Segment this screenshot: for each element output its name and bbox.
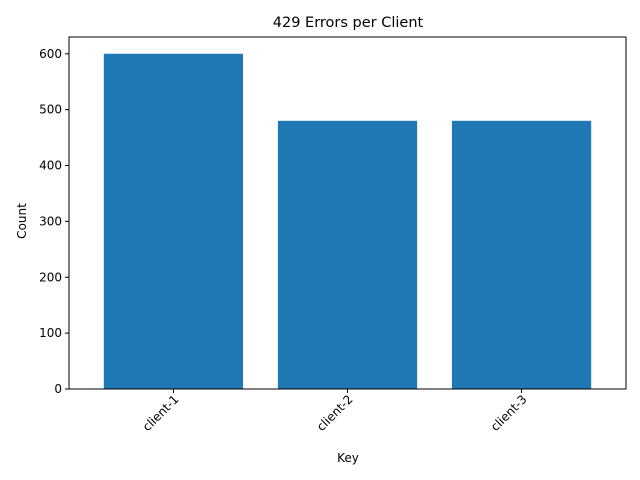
x-axis-ticks: client-1 client-2 client-3 [140, 389, 530, 434]
y-tick-label: 300 [39, 214, 62, 228]
y-tick-label: 0 [54, 382, 62, 396]
plot-frame [68, 36, 627, 390]
bar-client-2 [277, 120, 418, 390]
y-axis-ticks: 0 100 200 300 400 500 600 [39, 47, 69, 396]
bars-layer [103, 53, 592, 390]
y-axis-label: Count [15, 203, 29, 239]
y-tick-label: 200 [39, 270, 62, 284]
chart-title: 429 Errors per Client [273, 15, 424, 31]
x-tick-label: client-3 [488, 392, 530, 434]
x-axis-label: Key [337, 451, 359, 465]
y-tick-label: 400 [39, 159, 62, 173]
x-tick-label: client-2 [314, 392, 356, 434]
bar-client-3 [451, 120, 592, 390]
y-tick-label: 600 [39, 47, 62, 61]
y-tick-label: 100 [39, 326, 62, 340]
y-tick-label: 500 [39, 103, 62, 117]
x-tick-label: client-1 [140, 392, 182, 434]
bar-client-1 [103, 53, 244, 390]
